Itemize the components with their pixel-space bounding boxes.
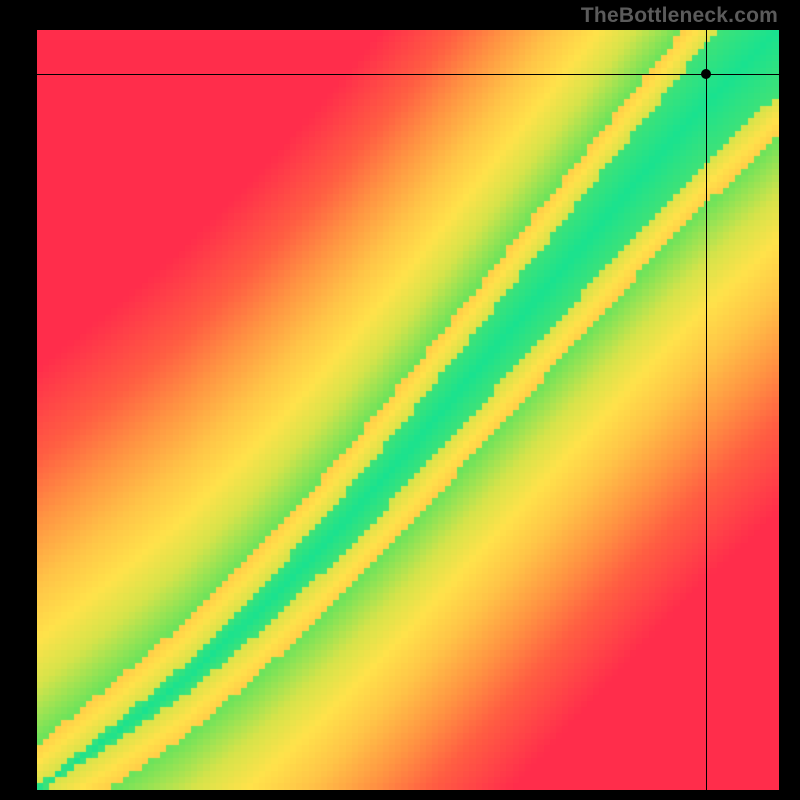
watermark-text: TheBottleneck.com: [581, 4, 778, 28]
heatmap-canvas: [37, 30, 779, 790]
plot-area: [37, 30, 779, 790]
crosshair-horizontal: [37, 74, 779, 75]
chart-container: TheBottleneck.com: [0, 0, 800, 800]
crosshair-vertical: [706, 30, 707, 790]
intersection-marker: [701, 69, 711, 79]
